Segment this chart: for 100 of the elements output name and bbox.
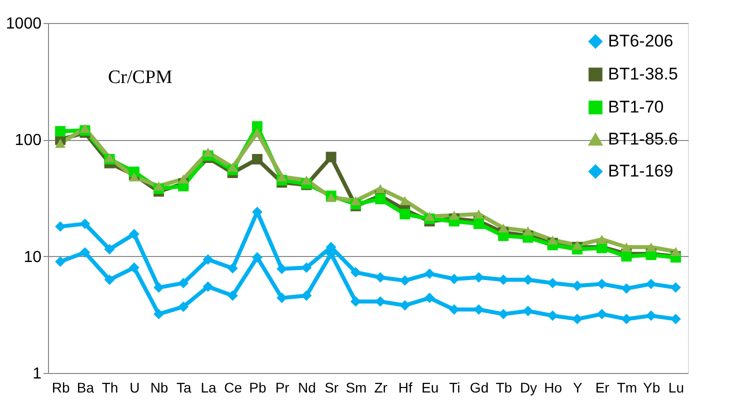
point (104, 244, 115, 254)
point (276, 172, 288, 182)
point (301, 176, 312, 185)
point (621, 314, 632, 324)
x-tick-label: Lu (668, 380, 684, 396)
point (301, 262, 312, 273)
point (202, 148, 214, 157)
point (400, 208, 410, 220)
x-tick-label: Sr (324, 380, 339, 396)
x-tick-label: Yb (643, 380, 660, 396)
point (301, 290, 312, 301)
x-tick-label: Y (573, 380, 584, 396)
point (128, 228, 140, 240)
point (178, 278, 189, 288)
point (104, 274, 115, 285)
y-tick-label: 100 (14, 132, 42, 150)
x-tick-label: Rb (52, 380, 70, 396)
point (670, 246, 681, 256)
point (227, 162, 238, 172)
x-tick-label: Nb (150, 380, 168, 396)
point (128, 172, 140, 182)
point (55, 126, 66, 137)
point (596, 308, 608, 320)
point (178, 174, 189, 184)
point (498, 223, 509, 233)
point (154, 282, 164, 293)
point (227, 290, 238, 301)
point (252, 154, 262, 164)
legend-label: BT1-70 (608, 98, 664, 116)
point (646, 310, 656, 321)
point (596, 234, 608, 244)
point (252, 128, 262, 138)
point (424, 292, 435, 304)
point (227, 263, 238, 274)
point (498, 308, 509, 320)
x-tick-label: Tb (496, 380, 512, 396)
point (55, 256, 66, 267)
x-tick-label: Nd (298, 380, 316, 396)
point (400, 196, 410, 206)
point (596, 278, 608, 290)
point (621, 283, 632, 294)
point (55, 138, 66, 148)
point (646, 242, 656, 252)
point (522, 226, 534, 236)
y-tick-label: 1 (32, 366, 42, 382)
point (252, 206, 262, 218)
x-tick-label: Hf (398, 380, 413, 396)
point (621, 242, 632, 252)
point (375, 184, 386, 194)
x-tick-label: Tm (616, 380, 638, 396)
point (375, 194, 386, 204)
x-tick-label: Ti (449, 380, 460, 396)
point (448, 274, 460, 284)
y-tick-label: 10 (24, 248, 42, 266)
x-tick-label: Pb (249, 380, 267, 396)
point (80, 247, 90, 258)
x-tick-label: Sm (346, 380, 367, 396)
legend-label: BT6-206 (608, 32, 674, 50)
point (154, 182, 164, 191)
point (670, 282, 681, 293)
point (252, 252, 262, 263)
x-tick-label: Zr (374, 380, 388, 396)
point (154, 308, 164, 320)
point (474, 218, 484, 230)
point (448, 210, 460, 220)
point (178, 301, 189, 312)
point (128, 262, 140, 273)
y-tick-label: 1000 (6, 16, 42, 32)
x-tick-label: Ho (544, 380, 562, 396)
point (252, 121, 262, 132)
point (400, 275, 410, 286)
x-tick-label: Dy (520, 380, 538, 396)
legend-label: BT1-169 (608, 162, 674, 180)
x-tick-label: Ce (224, 380, 242, 396)
point (350, 196, 361, 206)
x-tick-label: Eu (421, 380, 439, 396)
legend-label: BT1-85.6 (608, 130, 678, 148)
point (424, 268, 435, 279)
x-tick-label: La (200, 380, 216, 396)
point (522, 306, 534, 316)
point (80, 218, 90, 230)
point (80, 124, 90, 133)
point (547, 310, 558, 321)
point (424, 212, 435, 221)
x-tick-label: Ta (176, 380, 192, 396)
point (474, 210, 484, 219)
x-tick-label: Th (102, 380, 118, 396)
annotation: Cr/CPM (108, 67, 173, 88)
point (547, 235, 558, 245)
point (646, 278, 656, 290)
legend-label: BT1-38.5 (608, 64, 678, 84)
point (202, 254, 214, 265)
x-tick-label: Pr (275, 380, 290, 396)
x-tick-label: Ba (76, 380, 94, 396)
x-tick-label: Gd (470, 380, 489, 396)
x-tick-label: Er (595, 380, 610, 396)
point (572, 240, 582, 250)
point (572, 280, 582, 291)
point (400, 300, 410, 311)
point (375, 272, 386, 283)
